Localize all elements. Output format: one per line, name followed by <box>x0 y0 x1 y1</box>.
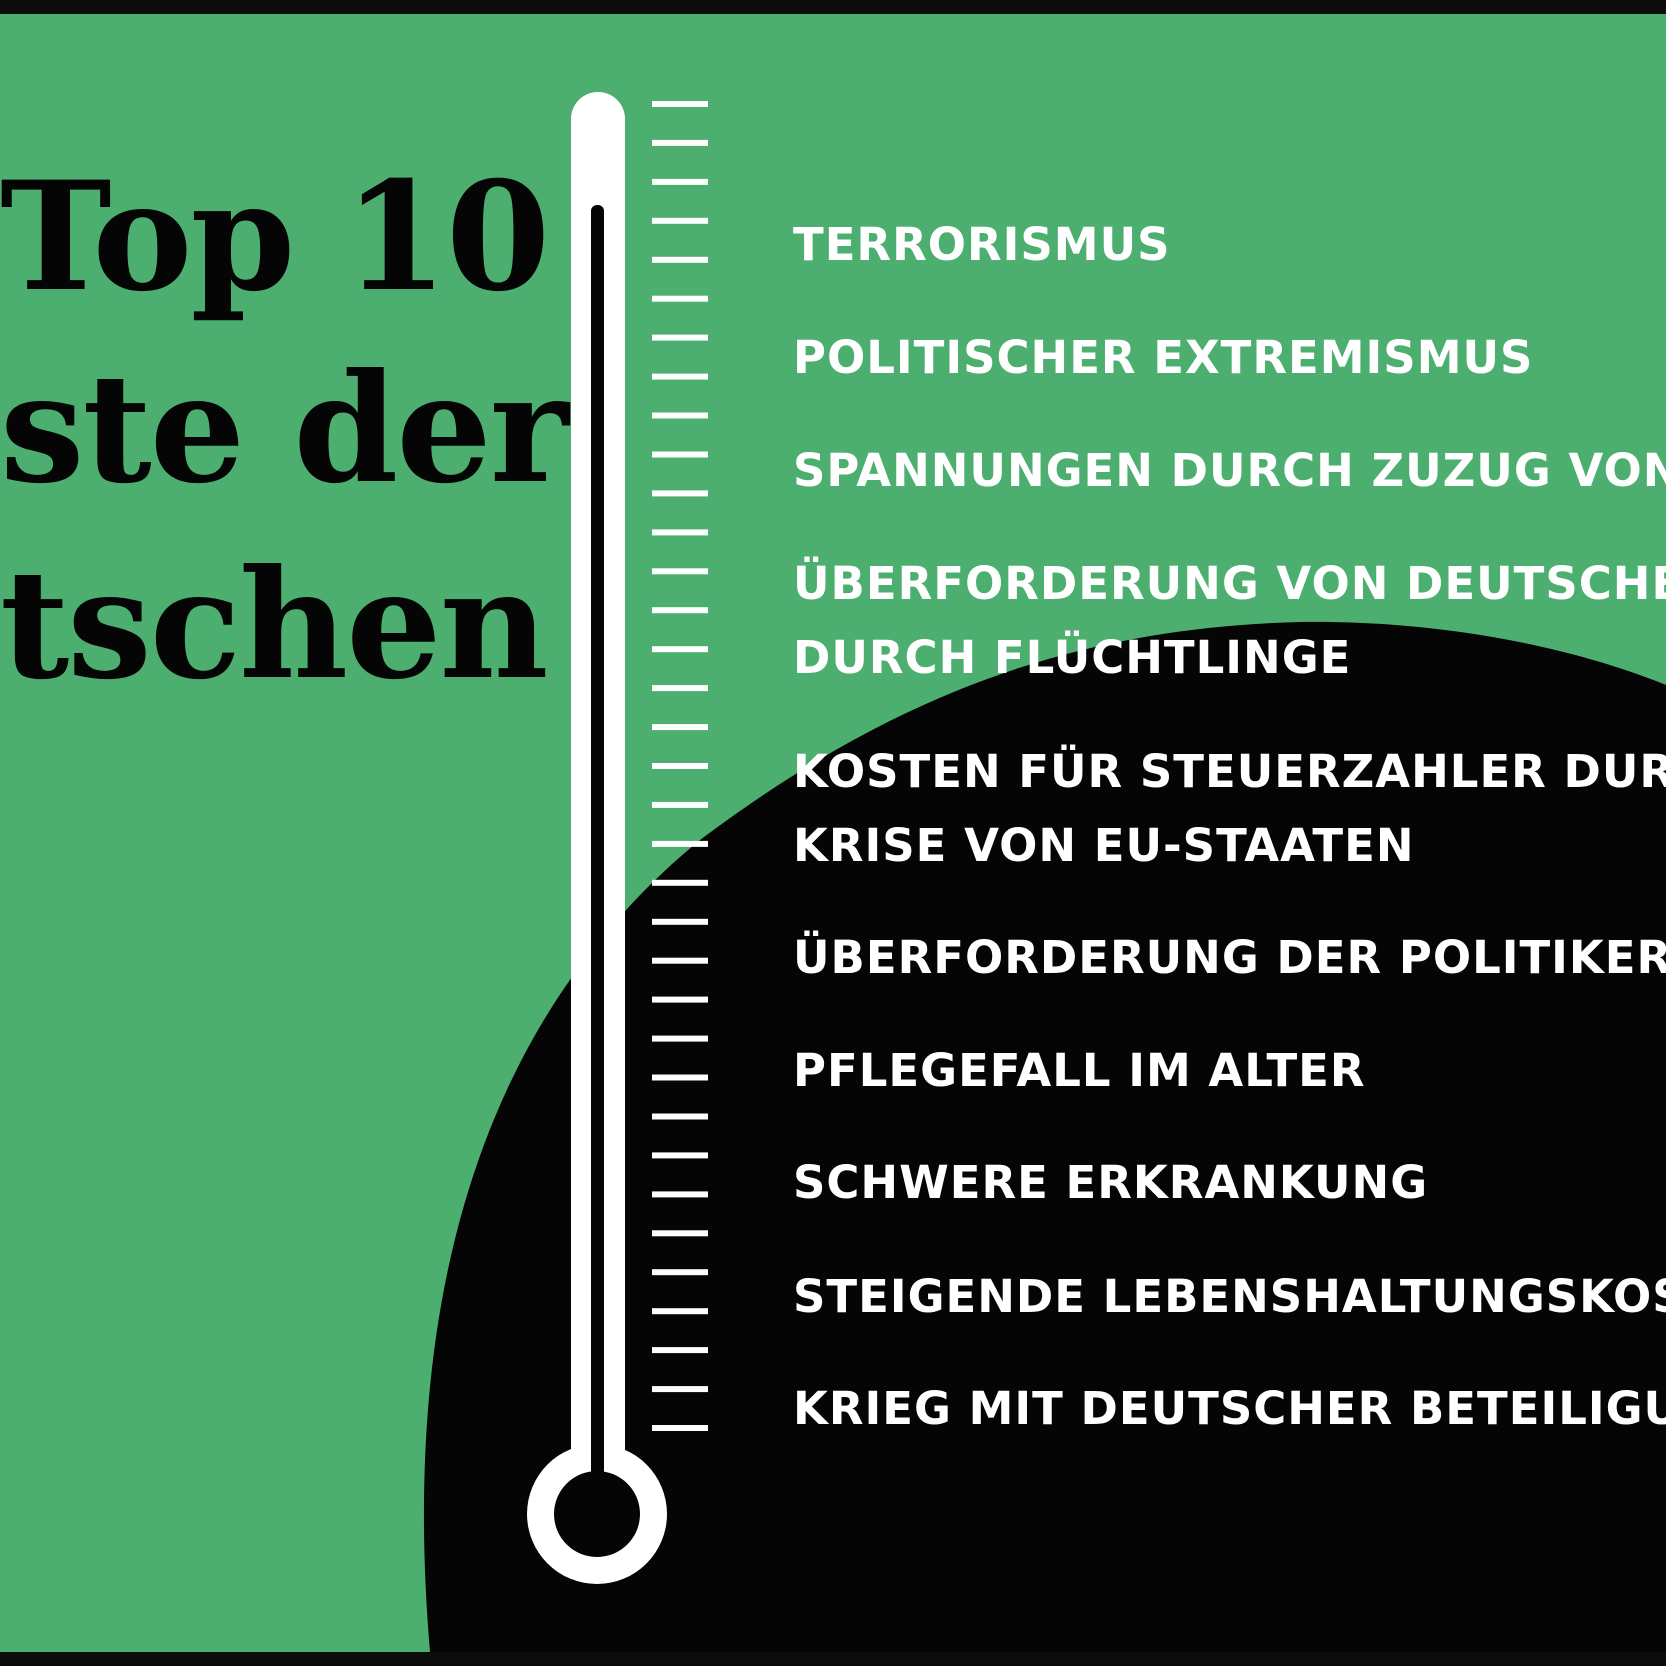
scale-tick <box>652 1191 708 1198</box>
scale-tick <box>652 1074 708 1081</box>
scale-tick <box>652 1425 708 1431</box>
scale-tick <box>652 840 708 847</box>
scale-tick <box>652 334 708 341</box>
thermometer-mercury <box>591 205 604 1515</box>
scale-tick <box>652 607 708 614</box>
worry-item-4-line-2: DURCH FLÜCHTLINGE <box>793 631 1352 684</box>
scale-tick <box>652 685 708 692</box>
scale-tick <box>652 1308 708 1315</box>
scale-tick <box>652 412 708 419</box>
worry-item-8: SCHWERE ERKRANKUNG <box>793 1156 1429 1209</box>
worry-item-5-line-2: KRISE VON EU-STAATEN <box>793 819 1415 872</box>
worry-item-9: STEIGENDE LEBENSHALTUNGSKOS <box>793 1270 1666 1323</box>
thermometer-scale <box>652 101 708 1431</box>
scale-tick <box>652 451 708 458</box>
title-line-2: ste der <box>0 341 569 517</box>
thermometer <box>527 92 667 1584</box>
black-hill-shape <box>423 621 1666 1652</box>
title-line-3: tschen <box>0 537 549 713</box>
scale-tick <box>652 1386 708 1393</box>
scale-tick <box>652 1113 708 1120</box>
scale-tick <box>652 996 708 1003</box>
scale-tick <box>652 178 708 185</box>
scale-tick <box>652 529 708 536</box>
scale-tick <box>652 1230 708 1237</box>
worry-item-5-line-1: KOSTEN FÜR STEUERZAHLER DUR <box>793 745 1666 798</box>
scale-tick <box>652 801 708 808</box>
worry-item-10: KRIEG MIT DEUTSCHER BETEILIGU <box>793 1382 1666 1435</box>
worry-item-2: POLITISCHER EXTREMISMUS <box>793 331 1534 384</box>
scale-tick <box>652 490 708 497</box>
worry-item-4-line-1: ÜBERFORDERUNG VON DEUTSCHE <box>793 557 1666 610</box>
worry-item-1: TERRORISMUS <box>793 218 1171 271</box>
scale-tick <box>652 217 708 224</box>
scale-tick <box>652 1152 708 1159</box>
worry-item-3: SPANNUNGEN DURCH ZUZUG VON <box>793 444 1666 497</box>
worry-item-7: PFLEGEFALL IM ALTER <box>793 1044 1366 1097</box>
worry-item-6: ÜBERFORDERUNG DER POLITIKER <box>793 931 1666 984</box>
scale-tick <box>652 918 708 925</box>
scale-tick <box>652 1035 708 1042</box>
scale-tick <box>652 101 708 107</box>
scale-tick <box>652 957 708 964</box>
scale-tick <box>652 1347 708 1354</box>
scale-tick <box>652 646 708 653</box>
scale-tick <box>652 256 708 263</box>
scale-tick <box>652 879 708 886</box>
title-line-1: Top 10 <box>0 149 550 325</box>
scale-tick <box>652 1269 708 1276</box>
scale-tick <box>652 724 708 731</box>
scale-tick <box>652 568 708 575</box>
scale-tick <box>652 373 708 380</box>
scale-tick <box>652 763 708 769</box>
scale-tick <box>652 139 708 146</box>
scale-tick <box>652 295 708 302</box>
